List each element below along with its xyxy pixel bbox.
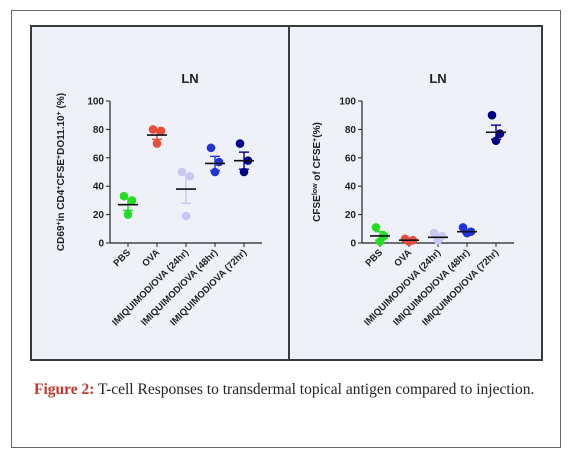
figure-caption: Figure 2: T-cell Responses to transderma… (34, 379, 549, 400)
y-tick-label: 40 (93, 182, 105, 193)
data-point (119, 191, 129, 201)
x-tick-label: OVA (140, 247, 162, 269)
data-point (375, 237, 385, 246)
data-point (185, 171, 195, 181)
chart-title: LN (181, 71, 198, 86)
data-point (429, 228, 439, 238)
y-tick-label: 60 (345, 153, 357, 164)
data-point (206, 143, 216, 153)
data-point (491, 136, 501, 146)
data-point (462, 228, 472, 238)
data-point (123, 210, 133, 219)
figure-frame: LN CD69+in CD4+CFSE+DO11.10+ (%) 0 20 40 60 80… (11, 10, 561, 448)
data-point (214, 157, 224, 167)
data-point (156, 126, 166, 136)
y-tick-label: 0 (98, 239, 104, 250)
data-point (239, 167, 249, 177)
x-tick-label: OVA (392, 247, 414, 269)
y-tick-label: 20 (93, 210, 105, 221)
data-point (371, 223, 381, 232)
y-axis-label: CD69+in CD4+CFSE+DO11.10+ (%) (56, 93, 68, 251)
y-tick-label: 60 (93, 153, 105, 164)
chart-panel-right: LN CFSElow of CFSE+(%) 0 20 40 60 80 100 PBS OVA I… (288, 25, 543, 361)
data-point (404, 237, 414, 246)
x-tick-label: PBS (364, 247, 386, 269)
data-point (127, 196, 137, 205)
data-point (487, 110, 497, 120)
data-point (210, 167, 220, 177)
y-tick-label: 100 (339, 97, 356, 108)
y-tick-label: 40 (345, 182, 357, 193)
chart-cd69: LN CD69+in CD4+CFSE+DO11.10+ (%) 0 20 40 60 80… (56, 71, 262, 328)
data-point (148, 125, 158, 134)
data-point (177, 167, 187, 177)
y-tick-label: 100 (87, 97, 104, 108)
y-tick-label: 20 (345, 210, 357, 221)
y-tick-label: 0 (350, 239, 356, 250)
y-tick-label: 80 (345, 125, 357, 136)
figure-label: Figure 2: (34, 381, 95, 398)
figure-caption-text: T-cell Responses to transdermal topical … (98, 381, 535, 398)
chart-panel-left: LN CD69+in CD4+CFSE+DO11.10+ (%) 0 20 40 60 80… (30, 25, 292, 361)
y-tick-label: 80 (93, 125, 105, 136)
data-point (181, 211, 191, 221)
y-axis-label: CFSElow of CFSE+(%) (312, 122, 324, 222)
chart-title: LN (429, 71, 446, 86)
data-point (235, 139, 245, 148)
x-tick-label: PBS (112, 247, 134, 269)
data-point (152, 139, 162, 148)
